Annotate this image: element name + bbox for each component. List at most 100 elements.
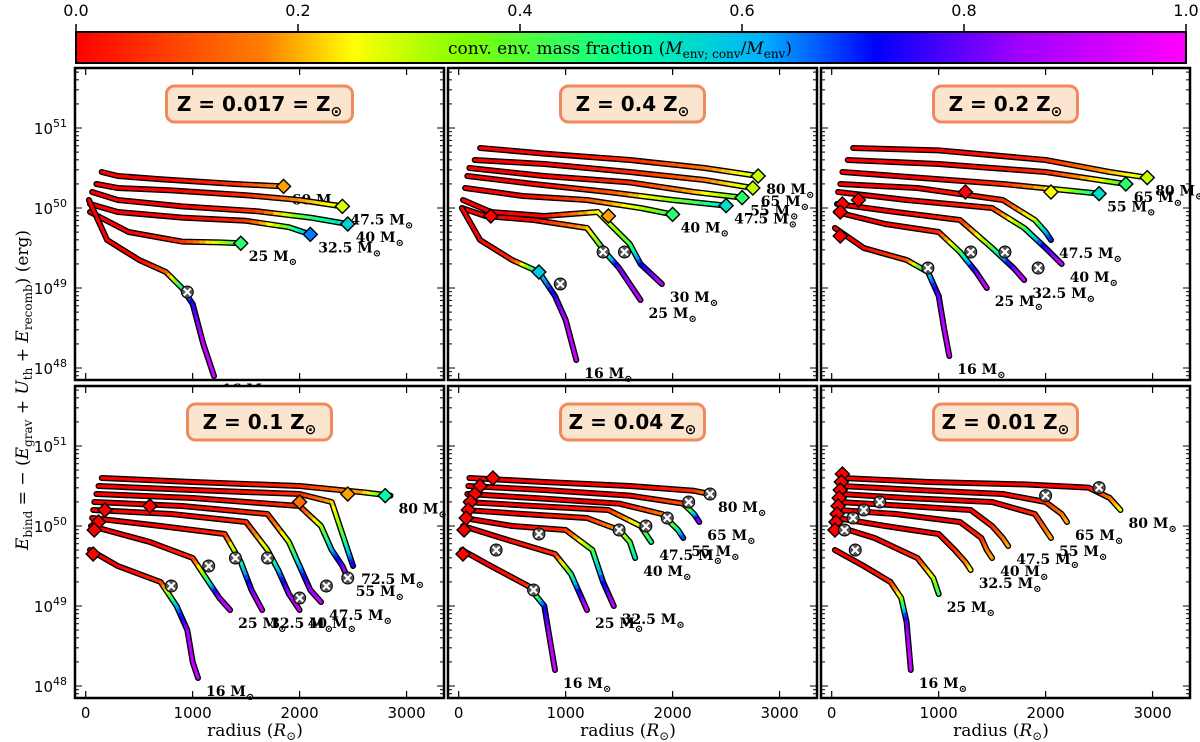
track-segment	[1117, 506, 1123, 512]
track-segment	[556, 505, 573, 510]
track-segment	[846, 509, 860, 513]
track-label: 65 M⊙	[707, 528, 755, 547]
track-label: 47.5 M⊙	[1016, 552, 1079, 571]
track-segment	[647, 537, 653, 544]
track-segment	[499, 148, 514, 153]
track-segment	[319, 486, 334, 491]
track-segment	[1022, 184, 1037, 189]
track-segment	[989, 555, 994, 560]
track-segment	[628, 158, 644, 163]
x-tick-label: 0	[81, 704, 91, 722]
track-segment	[194, 190, 211, 195]
y-tick-label: 1048	[34, 675, 67, 696]
track-label: 25 M⊙	[995, 294, 1043, 313]
track-segment	[180, 504, 198, 509]
track-segment	[531, 161, 546, 166]
track-segment	[144, 486, 163, 491]
track-segment	[594, 189, 611, 194]
track-segment	[902, 185, 919, 190]
track-segment	[585, 177, 603, 182]
track-segment	[296, 605, 302, 612]
track-segment	[890, 174, 907, 179]
track-segment	[884, 511, 898, 516]
track-segment	[874, 511, 888, 515]
track-segment	[191, 216, 205, 221]
diamond-marker	[454, 546, 471, 562]
colorbar-ticks: 0.0 0.2 0.4 0.6 0.8 1.0	[63, 1, 1199, 32]
track-segment	[556, 481, 575, 485]
diamond-marker	[1117, 176, 1134, 192]
track-label: 25 M⊙	[238, 616, 286, 635]
track-segment	[159, 177, 175, 182]
track-segment	[1008, 167, 1030, 173]
diamond-marker	[86, 522, 103, 538]
track-segment	[581, 187, 598, 193]
colorbar-tick-label: 0.2	[285, 1, 310, 20]
track-segment	[640, 171, 657, 177]
track-segment	[101, 517, 117, 523]
track-segment	[904, 198, 923, 203]
track-segment	[610, 600, 616, 608]
track-segment	[635, 293, 643, 302]
track-segment	[544, 505, 561, 509]
track-segment	[233, 218, 248, 223]
x-marker-cross	[859, 505, 869, 515]
track-segment	[118, 532, 132, 539]
track-segment	[882, 503, 897, 507]
track-segment	[552, 663, 557, 672]
track-segment	[904, 513, 919, 519]
x-marker-cross	[491, 545, 501, 555]
track-label: 55 M⊙	[1107, 200, 1155, 219]
panel-6: 0 1000 2000 3000 80 M⊙ 65 M⊙55 M⊙47.5 M⊙40 M⊙…	[819, 384, 1192, 722]
track-segment	[1064, 519, 1069, 524]
track-segment	[848, 501, 864, 505]
track-segment	[487, 177, 502, 182]
track-segment	[207, 516, 223, 521]
track-segment	[915, 515, 930, 520]
track-segment	[628, 193, 643, 198]
x-axis-label-1: radius (R⊙)	[207, 721, 303, 742]
track-segment	[207, 191, 223, 196]
track-segment	[894, 512, 909, 517]
track-segment	[560, 498, 578, 503]
track-segment	[115, 477, 134, 481]
diamond-marker	[482, 208, 499, 224]
track-segment	[594, 507, 611, 512]
panel-4: 0 1000 2000 3000 1048 1049 1050 1051 80 M⊙ 72.5 M…	[34, 384, 447, 722]
track-segment	[851, 183, 868, 187]
track-segment	[581, 507, 598, 511]
track-segment	[882, 195, 897, 201]
track-segment	[574, 515, 589, 520]
track-segment	[599, 492, 618, 497]
panel-frame	[73, 384, 446, 700]
track-segment	[1043, 158, 1058, 164]
x-tick-label: 3000	[387, 704, 425, 722]
track-segment	[606, 190, 621, 195]
track-label: 25 M⊙	[249, 249, 297, 268]
track-segment	[556, 185, 573, 190]
track-segment	[877, 486, 894, 491]
track-segment	[613, 169, 632, 174]
track-label: 65 M⊙	[761, 194, 809, 213]
track-segment	[521, 150, 536, 155]
track-segment	[915, 186, 934, 192]
track-segment	[986, 491, 1005, 496]
track-segment	[544, 183, 561, 189]
track-segment	[128, 535, 142, 541]
track-segment	[137, 212, 152, 217]
track-label: 16 M⊙	[563, 676, 611, 695]
diamond-marker	[850, 192, 867, 208]
track-segment	[876, 159, 895, 164]
track-segment	[517, 171, 534, 177]
track-segment	[169, 512, 186, 517]
track-segment	[169, 203, 184, 208]
track-segment	[972, 152, 994, 157]
track-segment	[947, 202, 966, 207]
track-segment	[1033, 483, 1048, 488]
track-segment	[530, 173, 546, 178]
track-label: 40 M⊙	[356, 230, 404, 249]
track-segment	[929, 177, 948, 182]
track-segment	[933, 497, 951, 502]
track-segment	[1076, 485, 1091, 490]
